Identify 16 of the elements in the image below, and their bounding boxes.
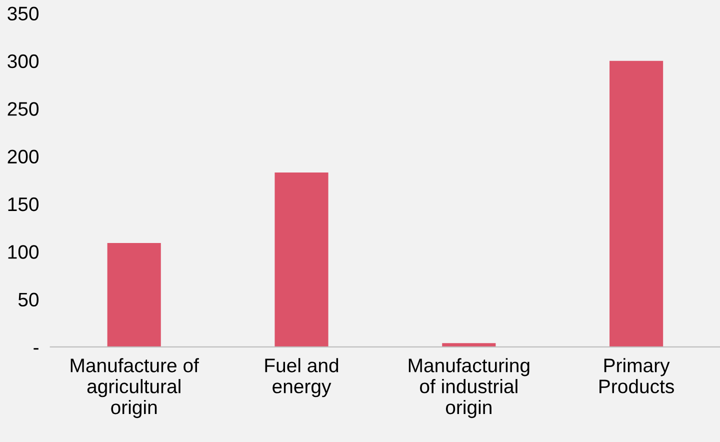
bar: [274, 172, 328, 347]
y-tick-label: 50: [18, 292, 39, 307]
x-tick-label: Fuel and energy: [265, 358, 338, 398]
y-tick-label: 300: [8, 54, 39, 68]
bar: [442, 343, 496, 347]
y-tick-label: -: [34, 348, 38, 350]
x-tick-label: Primary Products: [600, 358, 674, 394]
y-tick-label: 150: [8, 197, 39, 212]
y-tick-label: 350: [8, 6, 39, 20]
x-tick-label: Manufacture of agricultural origin: [70, 358, 199, 418]
y-tick-label: 100: [8, 245, 39, 259]
bar: [610, 60, 664, 347]
x-tick-label: Manufacturing of industrial origin: [408, 358, 530, 418]
bar: [107, 243, 161, 347]
y-tick-label: 250: [8, 102, 39, 116]
y-tick-label: 200: [8, 150, 39, 164]
